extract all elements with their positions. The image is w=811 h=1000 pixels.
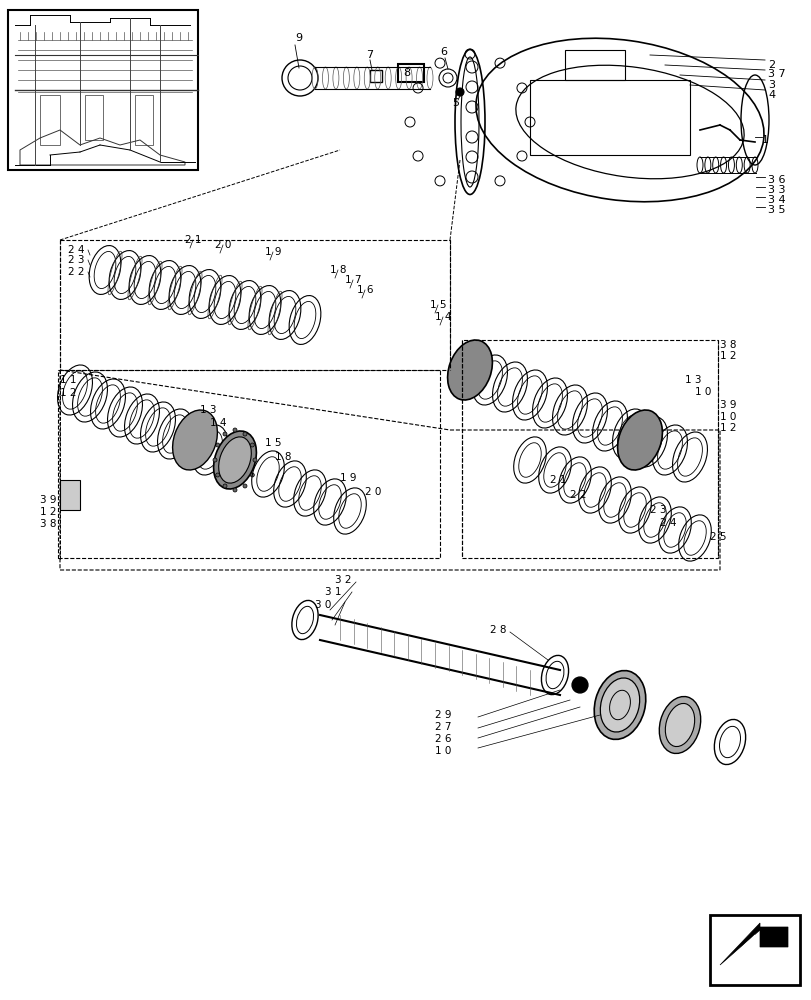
Ellipse shape <box>599 678 639 732</box>
Text: 1 0: 1 0 <box>694 387 710 397</box>
Polygon shape <box>719 923 787 965</box>
Text: 1 8: 1 8 <box>329 265 346 275</box>
Circle shape <box>233 488 237 492</box>
Ellipse shape <box>213 431 256 489</box>
Circle shape <box>250 473 254 477</box>
Ellipse shape <box>617 410 662 470</box>
Text: 1 2: 1 2 <box>60 388 76 398</box>
Text: 7: 7 <box>366 50 373 60</box>
Circle shape <box>233 428 237 432</box>
Circle shape <box>253 458 257 462</box>
Circle shape <box>242 484 247 488</box>
Text: 3 1: 3 1 <box>324 587 341 597</box>
Text: 1 2: 1 2 <box>719 423 736 433</box>
Text: 1 0: 1 0 <box>719 412 736 422</box>
Text: 2 2: 2 2 <box>68 267 84 277</box>
Text: 3 8: 3 8 <box>719 340 736 350</box>
Bar <box>370 70 381 82</box>
Text: 1 4: 1 4 <box>435 312 451 322</box>
Circle shape <box>456 88 463 96</box>
Bar <box>135 95 152 145</box>
Ellipse shape <box>447 340 491 400</box>
Text: 2 9: 2 9 <box>435 710 451 720</box>
Ellipse shape <box>659 697 700 753</box>
Bar <box>8 10 198 170</box>
Text: 3 3: 3 3 <box>767 185 784 195</box>
Text: 3 9: 3 9 <box>719 400 736 410</box>
Text: 2 6: 2 6 <box>435 734 451 744</box>
Text: 1 0: 1 0 <box>435 746 451 756</box>
Text: 2 7: 2 7 <box>435 722 451 732</box>
Circle shape <box>216 473 220 477</box>
Bar <box>397 64 423 82</box>
Text: 1 7: 1 7 <box>345 275 361 285</box>
Ellipse shape <box>218 437 251 483</box>
Text: 2 5: 2 5 <box>709 532 726 542</box>
Text: 1 4: 1 4 <box>210 418 226 428</box>
Bar <box>40 95 60 145</box>
Circle shape <box>250 443 254 447</box>
Text: 1 2: 1 2 <box>40 507 57 517</box>
Ellipse shape <box>664 703 694 747</box>
Text: 2 4: 2 4 <box>659 518 676 528</box>
Bar <box>85 95 103 140</box>
Text: 1: 1 <box>761 135 768 145</box>
Circle shape <box>223 432 227 436</box>
Text: 1 3: 1 3 <box>684 375 701 385</box>
Text: 1 9: 1 9 <box>340 473 356 483</box>
Text: 1 5: 1 5 <box>264 438 281 448</box>
Text: 3 8: 3 8 <box>40 519 57 529</box>
Text: 3 7: 3 7 <box>767 69 785 79</box>
Bar <box>709 915 799 985</box>
Text: 2 3: 2 3 <box>649 505 666 515</box>
Text: 9: 9 <box>294 33 302 43</box>
Text: 5: 5 <box>452 98 458 108</box>
Circle shape <box>212 458 217 462</box>
Text: 3 6: 3 6 <box>767 175 784 185</box>
Text: 1 5: 1 5 <box>430 300 446 310</box>
Text: 4: 4 <box>767 90 775 100</box>
Text: 3 9: 3 9 <box>40 495 57 505</box>
Text: 3 4: 3 4 <box>767 195 785 205</box>
Bar <box>60 480 80 510</box>
Circle shape <box>223 484 227 488</box>
Text: 3 0: 3 0 <box>315 600 331 610</box>
Text: 2 1: 2 1 <box>185 235 201 245</box>
Bar <box>530 80 689 155</box>
Text: 1 8: 1 8 <box>275 452 291 462</box>
Circle shape <box>216 443 220 447</box>
Text: 2 2: 2 2 <box>569 490 586 500</box>
Text: 1 6: 1 6 <box>357 285 373 295</box>
Text: 2 3: 2 3 <box>68 255 84 265</box>
Text: 2 4: 2 4 <box>68 245 84 255</box>
Text: 2 0: 2 0 <box>215 240 231 250</box>
Circle shape <box>242 432 247 436</box>
Text: 2 1: 2 1 <box>549 475 566 485</box>
Text: 3 5: 3 5 <box>767 205 784 215</box>
Bar <box>564 50 624 80</box>
Text: 2 8: 2 8 <box>489 625 506 635</box>
Ellipse shape <box>173 410 217 470</box>
Text: 6: 6 <box>440 47 446 57</box>
Text: 8: 8 <box>402 68 410 78</box>
Text: 3 2: 3 2 <box>335 575 351 585</box>
Ellipse shape <box>594 671 645 739</box>
Text: 3: 3 <box>767 80 774 90</box>
Polygon shape <box>724 935 754 963</box>
Text: 1 1: 1 1 <box>60 375 76 385</box>
Circle shape <box>571 677 587 693</box>
Text: 1 3: 1 3 <box>200 405 217 415</box>
Text: 2: 2 <box>767 60 775 70</box>
Text: 2 0: 2 0 <box>365 487 381 497</box>
Text: 1 2: 1 2 <box>719 351 736 361</box>
Text: 1 9: 1 9 <box>264 247 281 257</box>
